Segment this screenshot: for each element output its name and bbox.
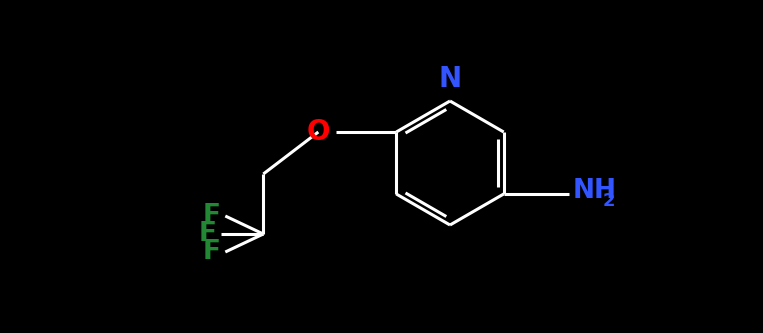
- Text: N: N: [439, 65, 462, 93]
- Text: F: F: [198, 221, 216, 247]
- Text: 2: 2: [603, 192, 615, 210]
- Text: O: O: [307, 118, 330, 146]
- Text: F: F: [202, 239, 221, 265]
- Text: F: F: [202, 203, 221, 229]
- Text: NH: NH: [573, 178, 617, 204]
